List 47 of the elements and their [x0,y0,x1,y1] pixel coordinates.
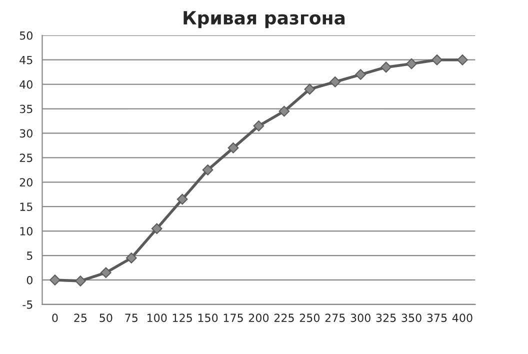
point [432,54,442,66]
point [126,252,137,264]
x-tick-label: 250 [300,314,320,322]
x-tick-label: 300 [350,314,370,322]
point [380,62,392,73]
point [304,84,316,95]
y-tick-label: 35 [20,104,32,114]
y-tick-label: 10 [20,227,32,236]
y-tick-label: 40 [20,80,32,89]
y-tick-label: 15 [20,202,32,211]
y-tick-label: 45 [20,56,32,64]
y-tick-label: 5 [27,252,32,260]
point [406,58,417,70]
x-tick-label: 125 [172,314,192,322]
chart-title: Кривая разгона [184,11,345,28]
point [253,120,264,132]
point [202,164,214,176]
x-tick-label: 200 [248,314,269,322]
x-tick-label: 75 [125,314,138,322]
y-tick-label: 20 [20,178,32,187]
y-tick-label: 50 [20,31,32,40]
point [228,142,239,154]
point [176,194,188,205]
point [75,276,86,286]
point [355,69,366,80]
x-tick-label: 25 [74,314,87,322]
point [330,76,341,88]
x-tick-label: 225 [274,314,294,322]
x-tick-label: 275 [325,314,345,322]
x-tick-label: 400 [452,314,472,322]
x-tick-label: 0 [52,314,58,322]
x-tick-label: 175 [224,314,243,322]
y-tick-label: 25 [20,154,32,162]
y-tick-label: -5 [22,300,32,309]
x-tick-label: 350 [402,314,422,322]
x-tick-label: 100 [147,314,167,322]
point [50,274,60,286]
x-tick-label: 150 [198,314,218,322]
point [457,54,468,66]
x-tick-label: 325 [376,314,396,322]
y-tick-label: 0 [26,276,32,284]
x-tick-label: 50 [100,314,112,322]
point [278,106,290,117]
point [151,223,162,234]
x-tick-label: 375 [427,314,447,322]
point [100,267,112,278]
y-tick-label: 30 [20,129,32,138]
